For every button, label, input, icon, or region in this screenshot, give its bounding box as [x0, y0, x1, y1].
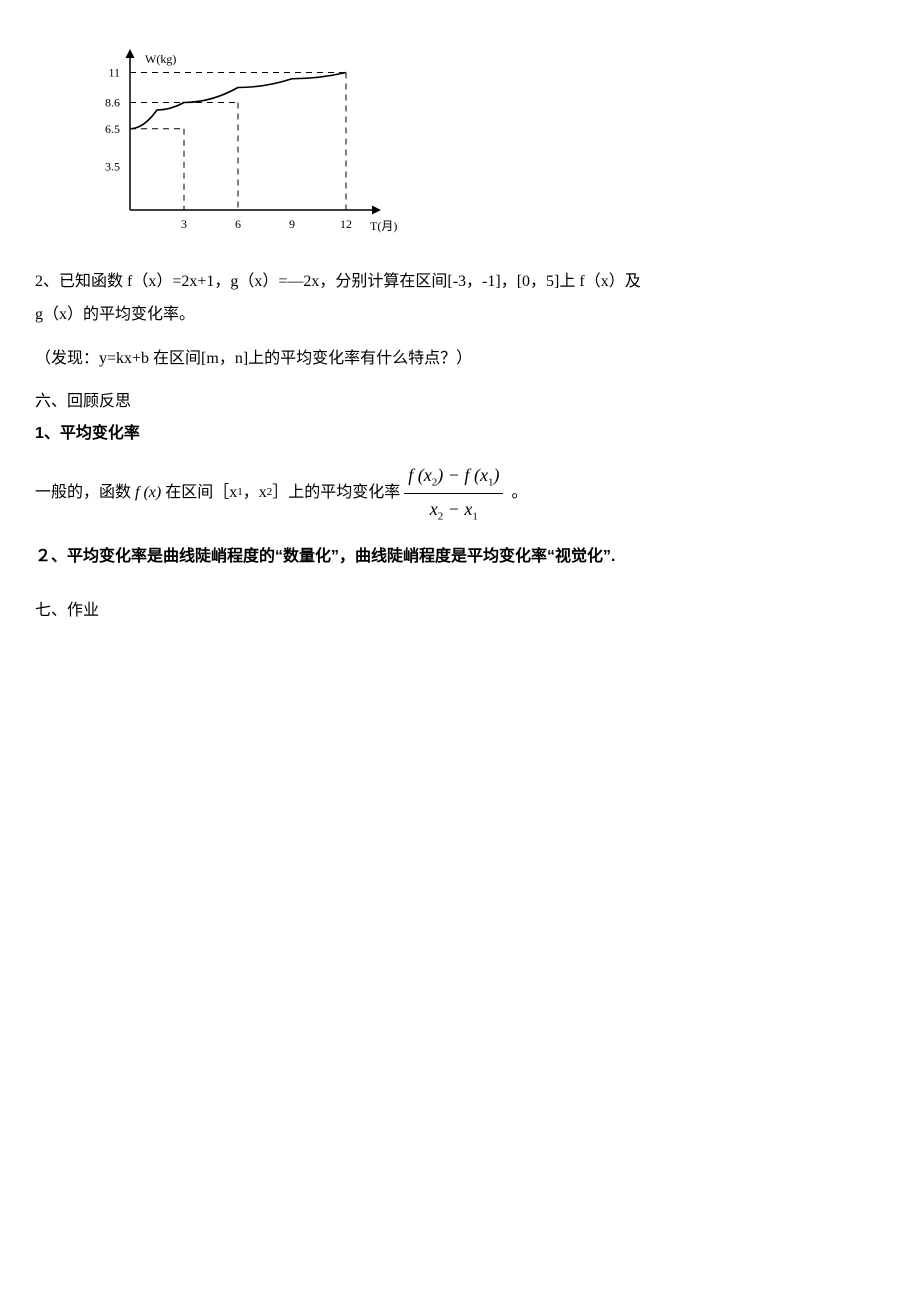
svg-text:6.5: 6.5 [105, 122, 120, 136]
formula-prefix: 一般的，函数 [35, 480, 131, 506]
svg-text:12: 12 [340, 217, 352, 231]
formula-period: 。 [511, 480, 527, 506]
formula-close: ］上的平均变化率 [272, 480, 400, 506]
discover-note: （发现：y=kx+b 在区间[m，n]上的平均变化率有什么特点？） [35, 346, 885, 372]
svg-text:8.6: 8.6 [105, 96, 120, 110]
formula-fx: f (x) [135, 480, 161, 506]
svg-text:6: 6 [235, 217, 241, 231]
fraction-denominator: x2 − x1 [426, 494, 482, 526]
section-6-sub2: ２、平均变化率是曲线陡峭程度的“数量化”，曲线陡峭程度是平均变化率“视觉化”. [35, 544, 885, 570]
svg-text:T(月): T(月) [370, 219, 397, 233]
svg-text:9: 9 [289, 217, 295, 231]
section-7-title: 七、作业 [35, 598, 885, 624]
formula-comma: ，x [243, 480, 267, 506]
svg-text:3: 3 [181, 217, 187, 231]
svg-text:11: 11 [108, 66, 120, 80]
fraction: f (x2) − f (x1) x2 − x1 [404, 461, 503, 526]
weight-chart: W(kg) T(月) 3 6 9 12 3.5 6.5 8.6 11 [65, 40, 885, 249]
svg-text:3.5: 3.5 [105, 159, 120, 173]
avg-rate-formula: 一般的，函数 f (x) 在区间［x1 ，x2 ］上的平均变化率 f (x2) … [35, 461, 885, 526]
problem-2-line1: 2、已知函数 f（x）=2x+1，g（x）=—2x，分别计算在区间[-3，-1]… [35, 269, 885, 295]
problem-2-line2: g（x）的平均变化率。 [35, 302, 885, 328]
fraction-numerator: f (x2) − f (x1) [404, 461, 503, 494]
formula-interval-open: 在区间［x [165, 480, 237, 506]
section-6-sub1-title: 1、平均变化率 [35, 421, 885, 447]
svg-text:W(kg): W(kg) [145, 52, 176, 66]
section-6-title: 六、回顾反思 [35, 389, 885, 415]
